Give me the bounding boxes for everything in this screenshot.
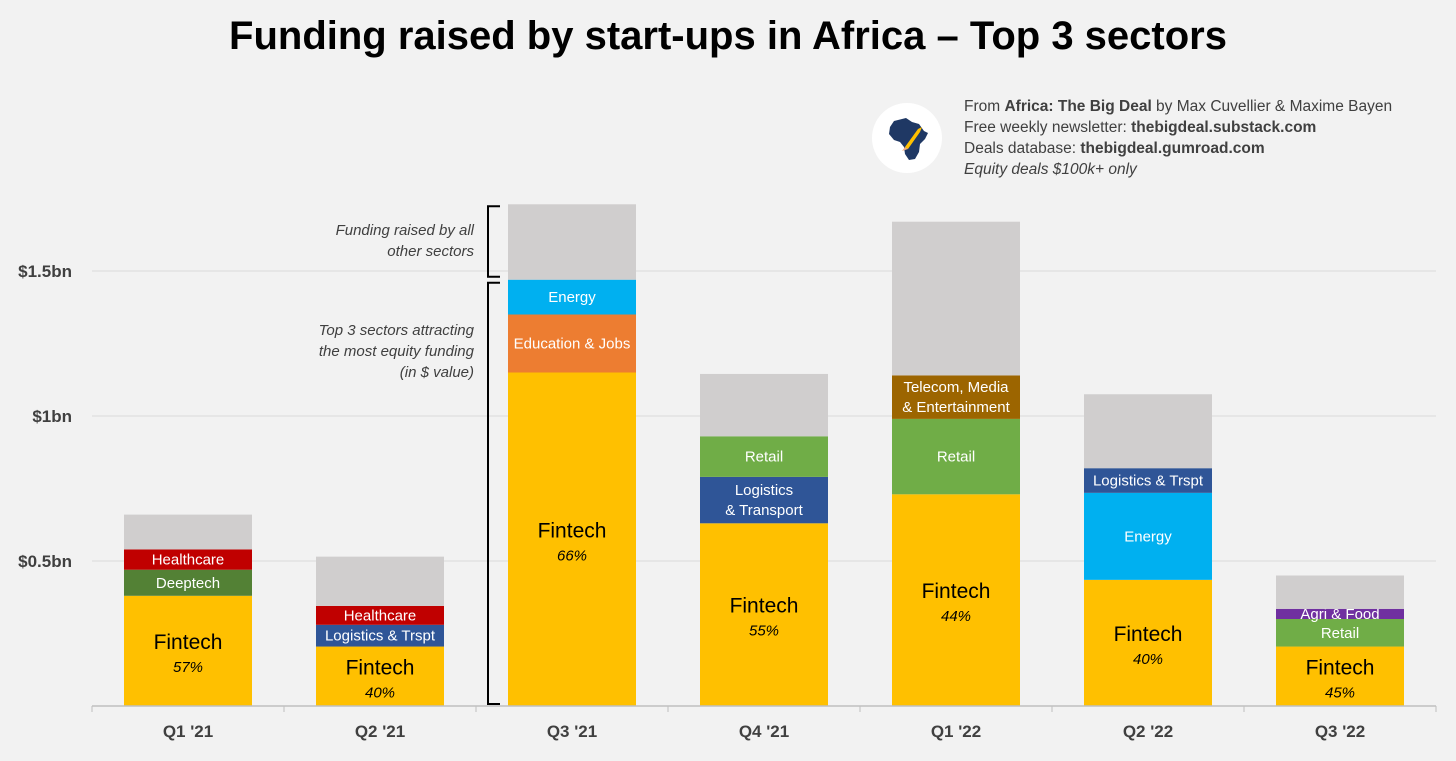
segment-others bbox=[1084, 394, 1212, 469]
segment-label: Telecom, Media bbox=[903, 379, 1009, 396]
segment-label: Retail bbox=[937, 449, 975, 466]
segment-others bbox=[892, 221, 1020, 376]
segment-label: Fintech bbox=[538, 519, 607, 542]
bar-q2-22: Fintech 40% Energy Logistics & Trspt bbox=[1084, 394, 1212, 706]
bar-q3-22: Fintech 45% Retail Agri & Food bbox=[1276, 575, 1404, 706]
segment-logistics bbox=[1084, 468, 1212, 493]
source-line-1: From Africa: The Big Deal by Max Cuvelli… bbox=[964, 98, 1393, 115]
source-line-2: Free weekly newsletter: thebigdeal.subst… bbox=[964, 119, 1317, 136]
segment-retail bbox=[1276, 619, 1404, 647]
segment-fintech bbox=[316, 646, 444, 706]
segment-share-label: 57% bbox=[173, 659, 203, 676]
segment-label: Retail bbox=[745, 449, 783, 466]
segment-label: Fintech bbox=[922, 580, 991, 603]
segment-logistics bbox=[700, 476, 828, 524]
bars-layer: Fintech 57% Deeptech Healthcare Fintech 40% Lo… bbox=[124, 204, 1404, 706]
segment-others bbox=[508, 204, 636, 280]
source-line-3: Deals database: thebigdeal.gumroad.com bbox=[964, 140, 1265, 157]
segment-fintech bbox=[124, 595, 252, 706]
x-tick-label: Q1 '22 bbox=[931, 722, 981, 741]
segment-share-label: 40% bbox=[1133, 651, 1163, 668]
segment-label: Healthcare bbox=[152, 552, 225, 569]
bracket-others bbox=[487, 205, 500, 278]
segment-share-label: 45% bbox=[1325, 684, 1355, 701]
axis-layer: $0.5bn $1bn $1.5bn Q1 '21 Q2 '21 Q3 '21 Q4 '21… bbox=[18, 262, 1437, 741]
x-tick-label: Q3 '21 bbox=[547, 722, 597, 741]
segment-share-label: 55% bbox=[749, 623, 779, 640]
segment-label: Healthcare bbox=[344, 607, 417, 624]
segment-label: Energy bbox=[1124, 528, 1172, 545]
segment-fintech bbox=[1084, 579, 1212, 706]
bar-q1-21: Fintech 57% Deeptech Healthcare bbox=[124, 514, 252, 706]
segment-retail bbox=[892, 418, 1020, 495]
x-tick-label: Q1 '21 bbox=[163, 722, 213, 741]
segment-label: Energy bbox=[548, 289, 596, 306]
segment-logistics bbox=[316, 624, 444, 647]
y-tick-label: $0.5bn bbox=[18, 552, 72, 571]
segment-agri bbox=[1276, 608, 1404, 619]
segment-telecom bbox=[892, 375, 1020, 419]
segment-share-label: 40% bbox=[365, 684, 395, 701]
segment-energy bbox=[1084, 492, 1212, 580]
bar-q4-21: Fintech 55% Logistics & Transport Retail bbox=[700, 373, 828, 706]
segment-label: & Transport bbox=[725, 502, 803, 519]
segment-label: & Entertainment bbox=[902, 399, 1010, 416]
segment-fintech bbox=[508, 372, 636, 706]
bar-q1-22: Fintech 44% Retail Telecom, Media & Entertai… bbox=[892, 221, 1020, 706]
chart-title: Funding raised by start-ups in Africa – … bbox=[229, 14, 1227, 58]
segment-label: Deeptech bbox=[156, 575, 220, 592]
segment-fintech bbox=[892, 494, 1020, 706]
segment-share-label: 44% bbox=[941, 608, 971, 625]
bracket-layer bbox=[487, 205, 500, 705]
segment-healthcare bbox=[316, 605, 444, 625]
segment-others bbox=[316, 556, 444, 606]
x-tick-label: Q4 '21 bbox=[739, 722, 789, 741]
bar-q2-21: Fintech 40% Logistics & Trspt Healthcare bbox=[316, 556, 444, 706]
segment-fintech bbox=[700, 523, 828, 706]
segment-share-label: 66% bbox=[557, 547, 587, 564]
x-tick-label: Q2 '21 bbox=[355, 722, 405, 741]
x-tick-label: Q3 '22 bbox=[1315, 722, 1365, 741]
segment-label: Fintech bbox=[346, 656, 415, 679]
source-block: From Africa: The Big Deal by Max Cuvelli… bbox=[964, 96, 1392, 180]
segment-retail bbox=[700, 436, 828, 477]
segment-label: Fintech bbox=[1306, 656, 1375, 679]
segment-education bbox=[508, 314, 636, 373]
bar-q3-21: Fintech 66% Education & Jobs Energy bbox=[508, 204, 636, 706]
segment-healthcare bbox=[124, 549, 252, 570]
x-tick-label: Q2 '22 bbox=[1123, 722, 1173, 741]
segment-label: Retail bbox=[1321, 625, 1359, 642]
segment-others bbox=[124, 514, 252, 550]
africa-rocket-icon bbox=[872, 103, 942, 173]
y-tick-label: $1.5bn bbox=[18, 262, 72, 281]
segment-others bbox=[700, 373, 828, 437]
y-tick-label: $1bn bbox=[32, 407, 72, 426]
segment-label: Fintech bbox=[730, 595, 799, 618]
segment-others bbox=[1276, 575, 1404, 609]
segment-label: Logistics bbox=[735, 482, 793, 499]
segment-label: Agri & Food bbox=[1300, 606, 1379, 623]
segment-label: Logistics & Trspt bbox=[1093, 473, 1204, 490]
segment-fintech bbox=[1276, 646, 1404, 706]
segment-label: Fintech bbox=[1114, 623, 1183, 646]
segment-label: Fintech bbox=[154, 631, 223, 654]
segment-label: Education & Jobs bbox=[514, 336, 631, 353]
top3-annotation: Top 3 sectors attracting the most equity… bbox=[318, 322, 474, 381]
segment-label: Logistics & Trspt bbox=[325, 628, 436, 645]
segment-energy bbox=[508, 279, 636, 315]
others-annotation: Funding raised by all other sectors bbox=[335, 222, 474, 260]
segment-deeptech bbox=[124, 569, 252, 596]
source-line-4: Equity deals $100k+ only bbox=[964, 161, 1137, 178]
bracket-top3 bbox=[487, 281, 500, 705]
